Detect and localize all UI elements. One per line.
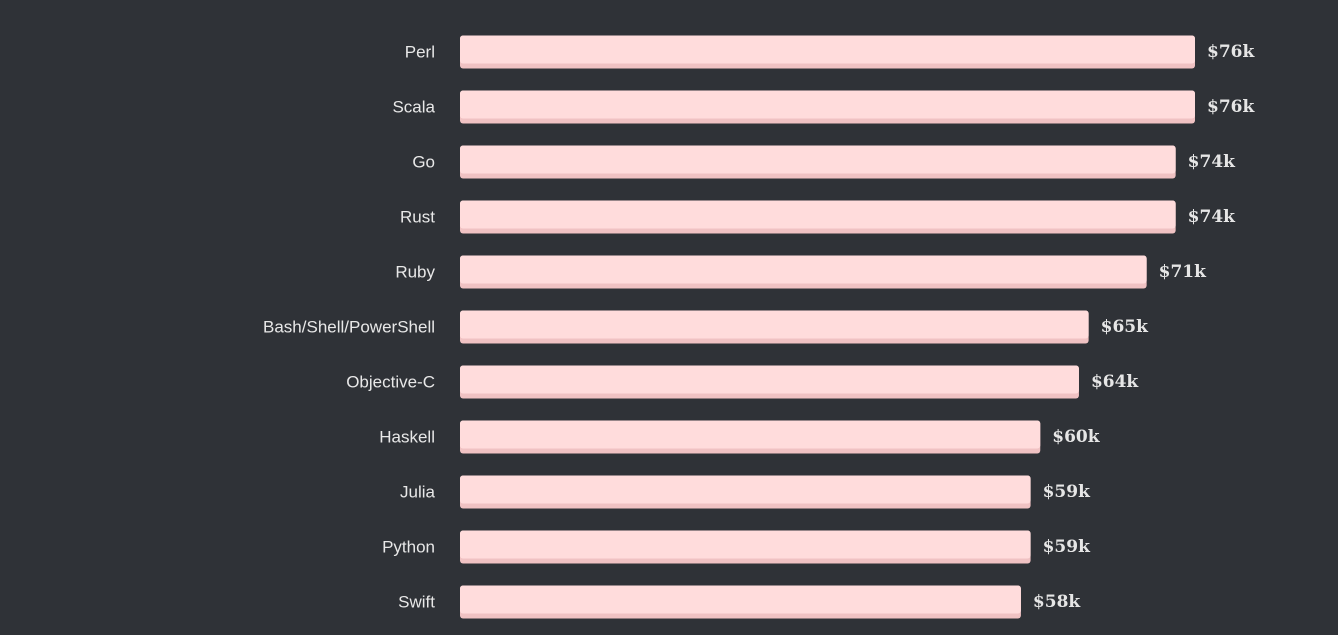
category-label: Swift [398,593,435,612]
bar-row: Scala $76k [392,90,1255,124]
bar [460,90,1195,119]
category-label: Scala [392,98,435,117]
bar-row: Rust $74k [400,200,1236,234]
category-label: Ruby [395,263,435,282]
category-label: Julia [400,483,436,502]
bar-row: Swift $58k [398,585,1081,619]
category-label: Perl [405,43,435,62]
value-label: $60k [1052,427,1100,447]
bar [460,255,1147,284]
bar [460,310,1089,339]
category-label: Rust [400,208,435,227]
value-label: $59k [1043,537,1091,557]
category-label: Haskell [379,428,435,447]
bar-row: Bash/Shell/PowerShell $65k [263,310,1149,344]
bar [460,585,1021,614]
bar-row: Objective-C $64k [346,365,1139,399]
bar [460,35,1195,64]
value-label: $71k [1159,262,1207,282]
value-label: $58k [1033,592,1081,612]
value-label: $64k [1091,372,1139,392]
bar-row: Perl $76k [405,35,1255,69]
bar-row: Ruby $71k [395,255,1207,289]
bar-row: Julia $59k [400,475,1091,509]
value-label: $76k [1207,97,1255,117]
bar-row: Python $59k [382,530,1091,564]
value-label: $65k [1101,317,1149,337]
category-label: Python [382,538,435,557]
bar [460,365,1079,394]
category-label: Bash/Shell/PowerShell [263,318,435,337]
value-label: $76k [1207,42,1255,62]
category-label: Go [412,153,435,172]
bar [460,530,1031,559]
bar [460,420,1041,449]
value-label: $74k [1188,152,1236,172]
value-label: $74k [1188,207,1236,227]
bar-row: Go $74k [412,145,1236,179]
bar [460,475,1031,504]
bar [460,145,1176,174]
category-label: Objective-C [346,373,435,392]
bar [460,200,1176,229]
value-label: $59k [1043,482,1091,502]
bar-row: Haskell $60k [379,420,1101,454]
